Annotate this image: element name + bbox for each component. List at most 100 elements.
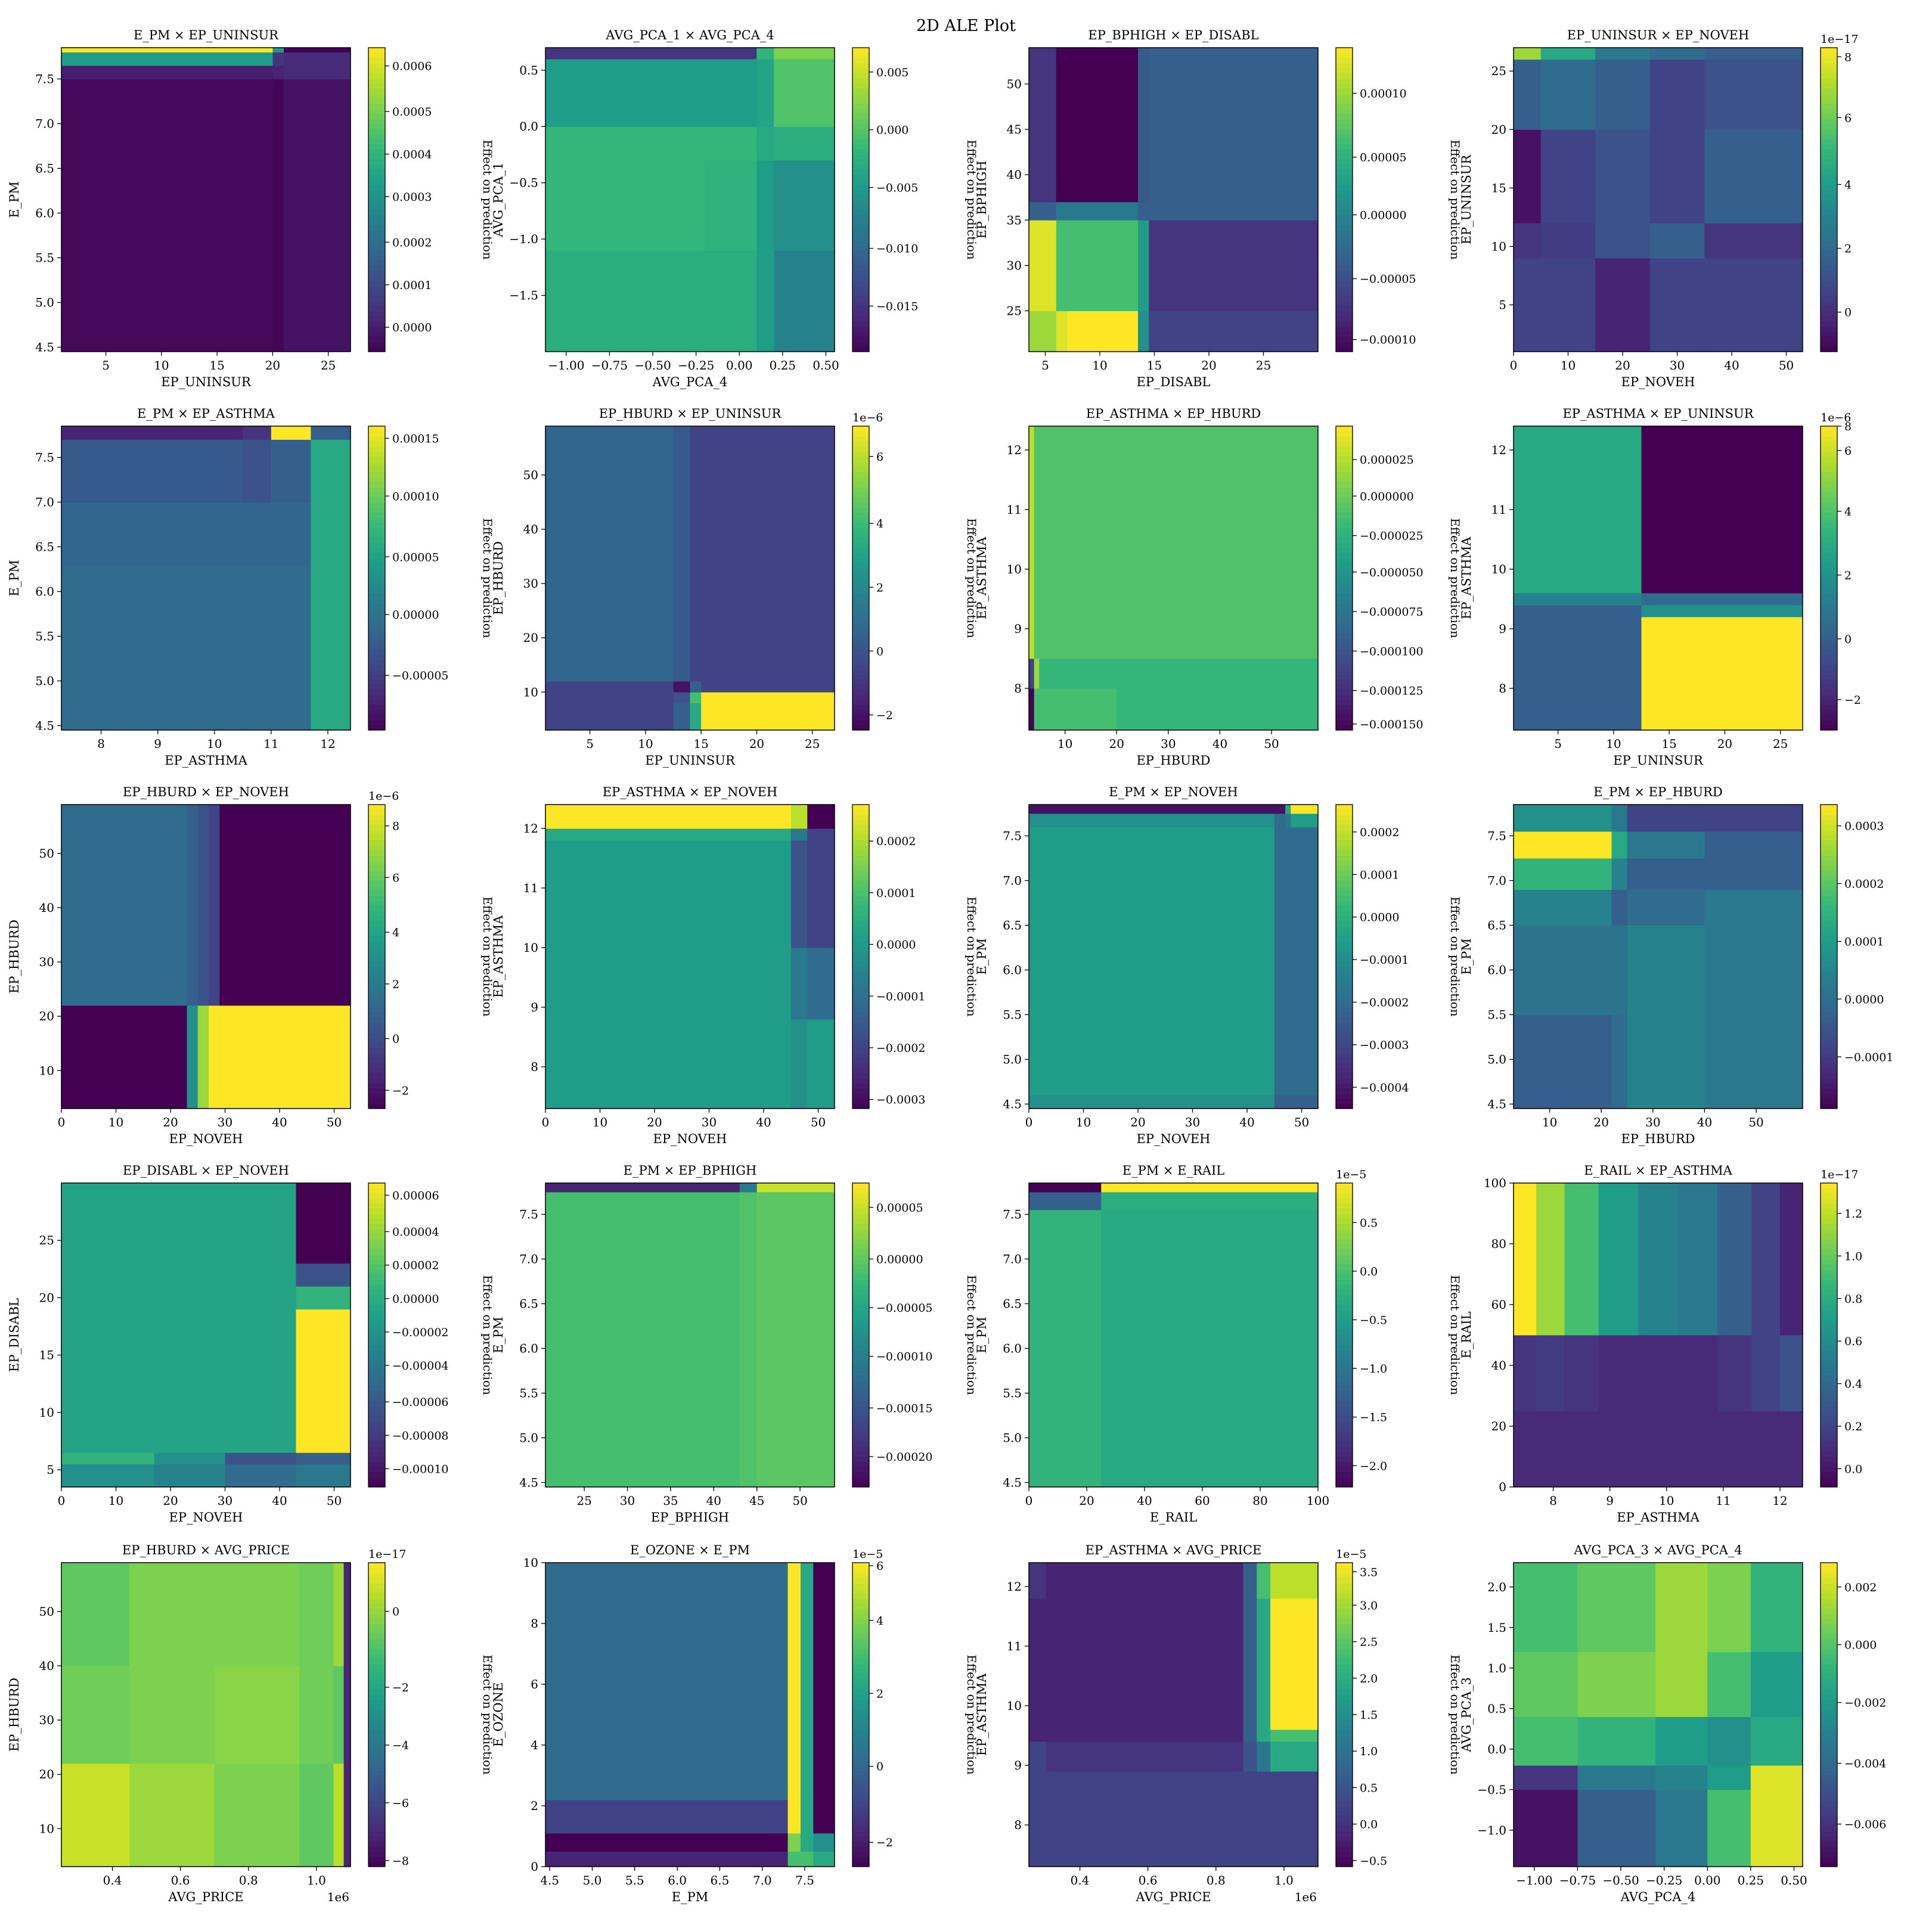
colorbar-tick-label: 6 <box>392 871 399 884</box>
colorbar-step <box>1336 1396 1353 1402</box>
colorbar-step <box>1821 659 1837 665</box>
colorbar-step <box>852 1048 869 1054</box>
colorbar-step <box>368 1264 385 1270</box>
colorbar-step <box>368 1053 385 1058</box>
colorbar-step <box>368 1224 385 1230</box>
colorbar-step <box>368 1821 385 1827</box>
colorbar-step <box>1336 1088 1353 1094</box>
colorbar-step <box>368 916 385 922</box>
heatmap-cell <box>1039 659 1117 689</box>
colorbar-step <box>852 690 869 696</box>
colorbar-step <box>368 1811 385 1817</box>
colorbar-step <box>1821 1689 1837 1695</box>
x-tick-label: 25 <box>321 358 336 372</box>
colorbar-step <box>852 321 869 327</box>
colorbar-step <box>368 83 385 89</box>
colorbar-step <box>1336 159 1353 165</box>
subplot-title: EP_HBURD × EP_NOVEH <box>123 785 289 799</box>
colorbar-step <box>1821 855 1837 861</box>
colorbar-step <box>1336 200 1353 206</box>
x-tick-label: 0.00 <box>726 358 753 372</box>
heatmap-cell <box>673 692 690 703</box>
colorbar-step <box>852 139 869 145</box>
colorbar-step <box>1821 467 1837 473</box>
colorbar-step <box>368 1755 385 1761</box>
colorbar-step <box>1821 113 1837 119</box>
colorbar-step <box>1821 1623 1837 1629</box>
colorbar-step <box>1821 1017 1837 1023</box>
colorbar-step <box>368 1284 385 1290</box>
colorbar-step <box>852 840 869 846</box>
heatmap-cells <box>1514 1563 1803 1867</box>
colorbar-step <box>852 492 869 498</box>
axes-frame <box>61 47 351 352</box>
colorbar-step <box>1821 1053 1837 1058</box>
colorbar-step <box>1821 538 1837 544</box>
colorbar-step <box>1821 809 1837 815</box>
colorbar-step <box>1821 502 1837 508</box>
colorbar-step <box>1821 1411 1837 1417</box>
x-tick-label: 10 <box>108 1115 123 1129</box>
heatmap-cell <box>1779 1183 1803 1336</box>
colorbar-step <box>1336 926 1353 932</box>
heatmap-cell <box>1101 1183 1319 1193</box>
colorbar-frame <box>1820 1182 1838 1488</box>
colorbar-step <box>368 1218 385 1224</box>
colorbar-step <box>852 1002 869 1008</box>
heatmap-cell <box>1149 48 1319 203</box>
colorbar-step <box>1336 144 1353 150</box>
colorbar-step <box>368 512 385 518</box>
colorbar-step <box>1336 204 1353 210</box>
y-tick-label: 6.5 <box>1003 1297 1022 1311</box>
colorbar-frame <box>852 426 870 731</box>
heatmap-cells <box>545 1563 835 1867</box>
heatmap-cell <box>800 1833 814 1852</box>
colorbar-step <box>1821 68 1837 74</box>
heatmap-cell <box>1514 1335 1537 1411</box>
colorbar-step <box>1821 583 1837 589</box>
colorbar-step <box>368 1816 385 1822</box>
colorbar-step <box>852 88 869 94</box>
colorbar-step <box>1336 1760 1353 1766</box>
colorbar-step <box>368 971 385 977</box>
colorbar-step <box>1336 1775 1353 1781</box>
heatmap-cell <box>1751 1183 1781 1336</box>
colorbar-step <box>368 451 385 457</box>
colorbar-step <box>1821 1588 1837 1594</box>
colorbar-step <box>1336 649 1353 655</box>
colorbar-step <box>1336 1705 1353 1710</box>
colorbar-step <box>1821 593 1837 599</box>
colorbar-step <box>852 1467 869 1473</box>
colorbar-step <box>852 260 869 266</box>
colorbar-step <box>368 471 385 477</box>
y-tick-label: 9 <box>1014 622 1022 636</box>
colorbar-step <box>368 281 385 287</box>
colorbar-step <box>1336 578 1353 584</box>
colorbar-step <box>852 316 869 322</box>
colorbar-tick-label: −0.000150 <box>1360 718 1424 731</box>
colorbar-step <box>1821 230 1837 236</box>
colorbar-step <box>1821 210 1837 216</box>
colorbar-step <box>852 123 869 129</box>
colorbar-step <box>1821 1249 1837 1255</box>
colorbar-step <box>1821 1093 1837 1099</box>
colorbar-step <box>1821 441 1837 447</box>
colorbar-step <box>1336 1755 1353 1761</box>
colorbar-step <box>1336 931 1353 937</box>
colorbar-step <box>368 52 385 58</box>
colorbar: −0.00010.00000.00010.00020.0003Effect on… <box>1820 804 1893 1109</box>
colorbar-tick-label: 2 <box>1844 569 1852 582</box>
colorbar-step <box>1336 1305 1353 1311</box>
subplot-title: EP_ASTHMA × EP_UNINSUR <box>1562 406 1754 421</box>
colorbar-tick-label: 0.00010 <box>1360 88 1407 101</box>
colorbar-step <box>1336 911 1353 917</box>
colorbar-step <box>1336 1745 1353 1751</box>
colorbar-step <box>1821 200 1837 206</box>
colorbar-step <box>852 538 869 544</box>
heatmap-cells <box>1029 1183 1319 1488</box>
heatmap-cell <box>701 681 835 693</box>
heatmap-cell <box>61 1464 155 1488</box>
